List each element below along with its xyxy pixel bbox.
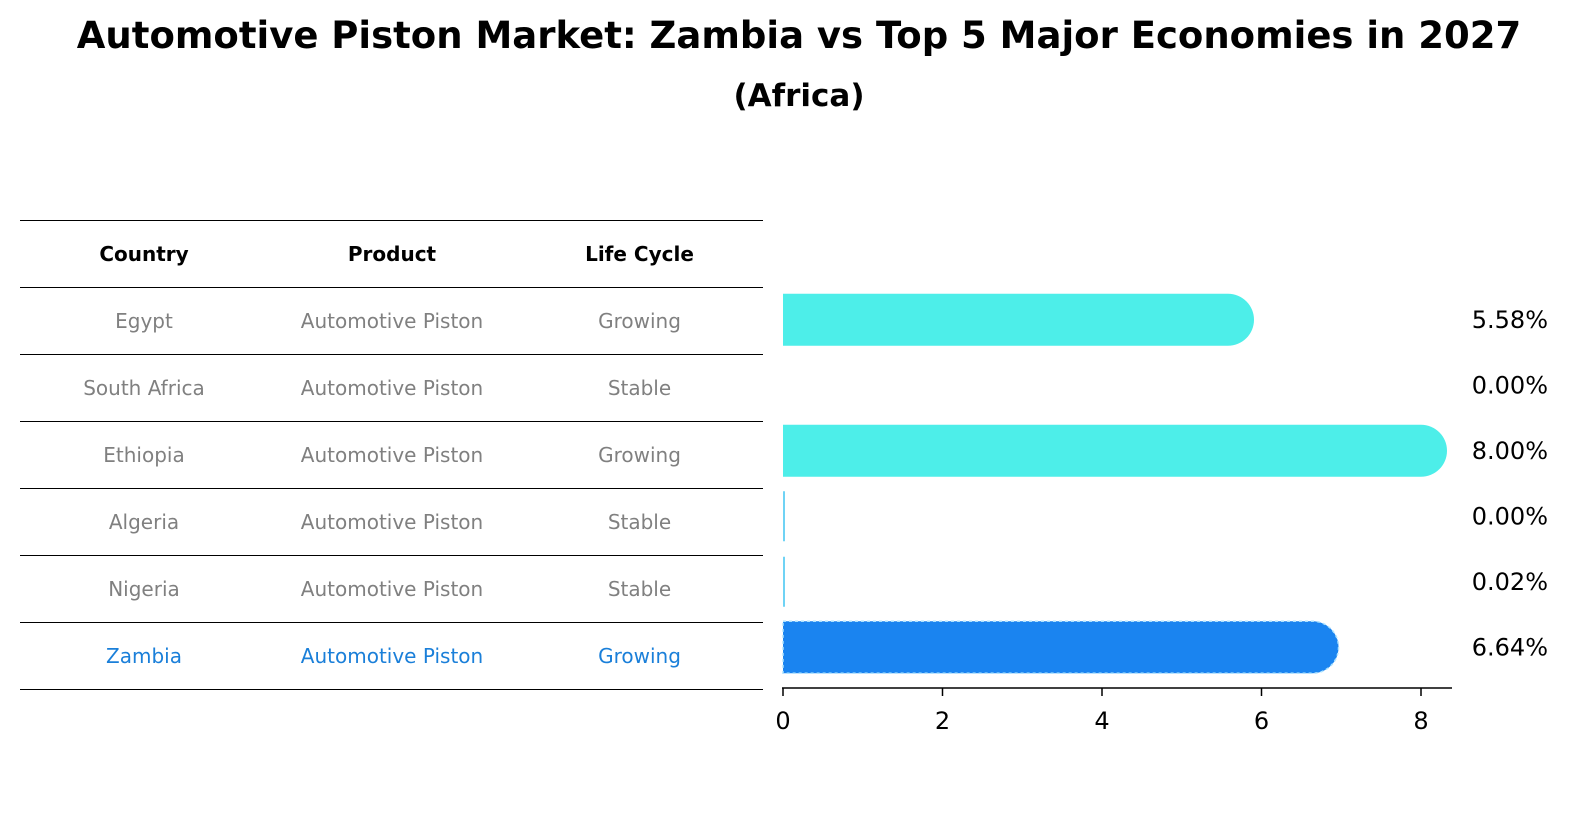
- x-tick-label: 8: [1413, 707, 1428, 735]
- table-row: Algeria Automotive Piston Stable: [20, 488, 763, 555]
- data-label: 0.00%: [1472, 502, 1548, 530]
- x-tick-label: 2: [935, 707, 950, 735]
- cell-country: Ethiopia: [103, 443, 185, 467]
- bar: [783, 556, 785, 607]
- cell-country: South Africa: [83, 376, 205, 400]
- cell-product: Automotive Piston: [300, 443, 484, 467]
- data-label: 5.58%: [1472, 306, 1548, 334]
- cell-life-cycle: Stable: [607, 376, 672, 400]
- table-header-row: Country Product Life Cycle: [20, 220, 763, 287]
- chart-subtitle: (Africa): [733, 78, 865, 114]
- header-product: Product: [347, 242, 437, 266]
- data-table: Country Product Life Cycle Egypt Automoti…: [20, 220, 763, 690]
- cell-product: Automotive Piston: [300, 577, 484, 601]
- cell-country: Algeria: [108, 510, 180, 534]
- cell-life-cycle: Growing: [598, 644, 681, 668]
- x-tick-label: 4: [1094, 707, 1109, 735]
- cell-life-cycle: Growing: [598, 443, 681, 467]
- cell-country: Nigeria: [108, 577, 180, 601]
- bar: [783, 491, 785, 542]
- bar: [783, 293, 1255, 346]
- cell-life-cycle: Stable: [607, 577, 672, 601]
- bar: [782, 620, 1340, 674]
- cell-life-cycle: Stable: [607, 510, 672, 534]
- table-row: Ethiopia Automotive Piston Growing: [20, 421, 763, 488]
- table-row: Nigeria Automotive Piston Stable: [20, 555, 763, 622]
- x-tick-label: 6: [1254, 707, 1269, 735]
- data-label: 6.64%: [1472, 633, 1548, 661]
- cell-product: Automotive Piston: [300, 376, 484, 400]
- bar: [783, 424, 1447, 477]
- chart-title: Automotive Piston Market: Zambia vs Top …: [76, 14, 1522, 57]
- data-label: 8.00%: [1472, 437, 1548, 465]
- header-life-cycle: Life Cycle: [585, 242, 694, 266]
- header-country: Country: [99, 242, 189, 266]
- cell-country: Zambia: [106, 644, 182, 668]
- cell-product: Automotive Piston: [300, 510, 484, 534]
- x-tick-label: 0: [775, 707, 790, 735]
- data-label: 0.02%: [1472, 568, 1548, 596]
- table-row: Zambia Automotive Piston Growing: [20, 622, 763, 690]
- table-row: South Africa Automotive Piston Stable: [20, 354, 763, 421]
- cell-life-cycle: Growing: [598, 309, 681, 333]
- data-label: 0.00%: [1472, 371, 1548, 399]
- cell-product: Automotive Piston: [300, 309, 484, 333]
- table-row: Egypt Automotive Piston Growing: [20, 287, 763, 354]
- cell-country: Egypt: [115, 309, 173, 333]
- cell-product: Automotive Piston: [300, 644, 484, 668]
